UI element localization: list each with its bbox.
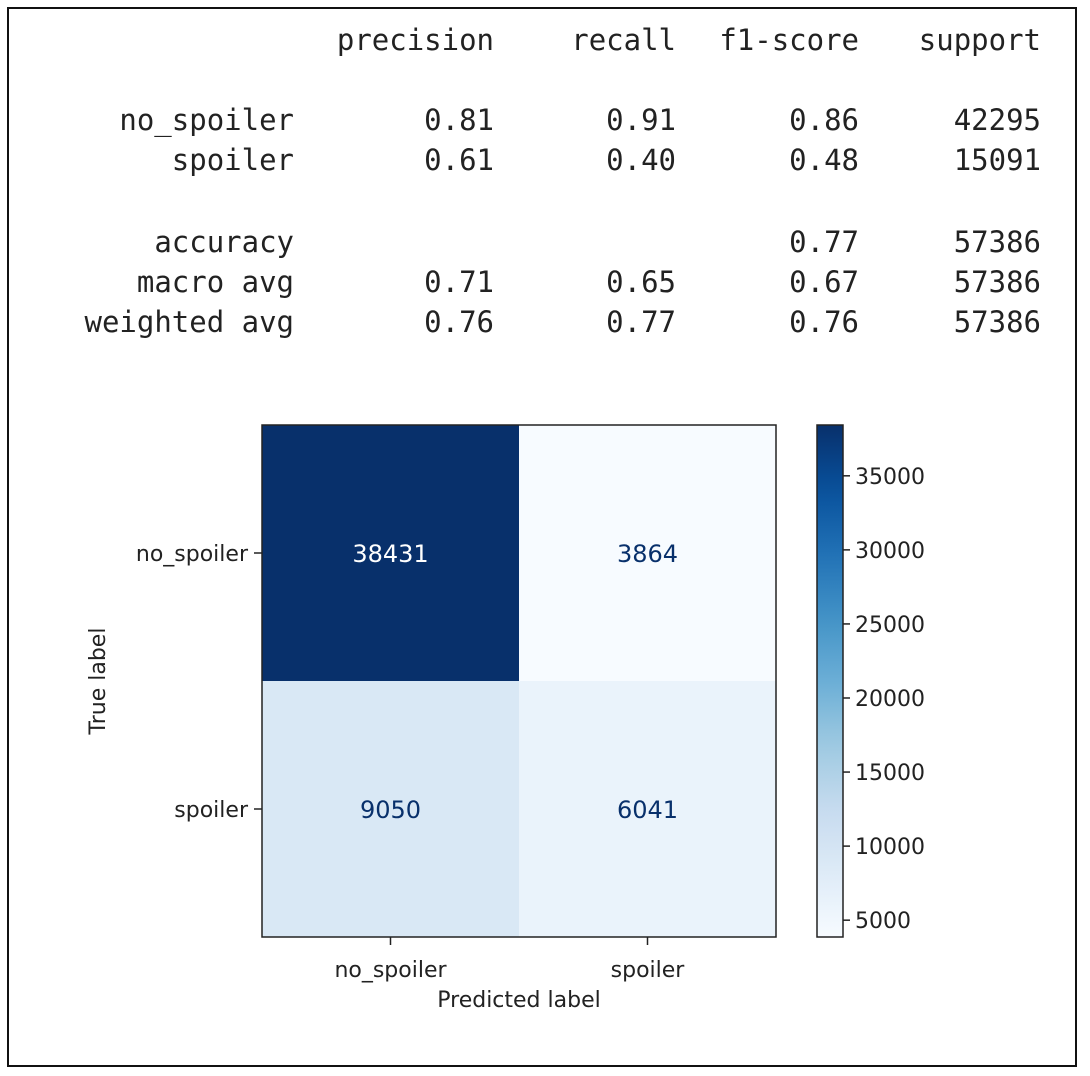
- report-value: 57386: [953, 265, 1041, 299]
- colorbar-tick-label: 10000: [855, 835, 925, 860]
- cell-value-label: 38431: [352, 540, 428, 568]
- report-row-label: accuracy: [154, 225, 294, 259]
- report-header: recall: [571, 23, 676, 57]
- cell-value-label: 6041: [617, 796, 678, 824]
- report-value: 57386: [953, 305, 1041, 339]
- report-value: 0.48: [789, 143, 859, 177]
- report-header: f1-score: [719, 23, 859, 57]
- classification-report: precision recall f1-score support no_spoiler…: [9, 9, 1079, 369]
- report-value: 0.61: [424, 143, 494, 177]
- report-value: 0.86: [789, 103, 859, 137]
- report-row-label: no_spoiler: [119, 103, 294, 137]
- colorbar-tick-label: 20000: [855, 687, 925, 712]
- report-header: support: [918, 23, 1041, 57]
- colorbar-tick-label: 15000: [855, 761, 925, 786]
- report-row-label: spoiler: [171, 143, 294, 177]
- heatmap-cell: [519, 681, 776, 937]
- report-row-label: weighted avg: [84, 305, 294, 339]
- heatmap-cell: [262, 425, 519, 681]
- cell-value-label: 9050: [360, 796, 421, 824]
- colorbar-tick-label: 30000: [855, 539, 925, 564]
- report-value: 0.67: [789, 265, 859, 299]
- report-value: 0.76: [424, 305, 494, 339]
- report-value: 0.65: [606, 265, 676, 299]
- cell-value-label: 3864: [617, 540, 678, 568]
- report-value: 0.77: [606, 305, 676, 339]
- y-axis-label: True label: [86, 628, 111, 736]
- report-header: precision: [336, 23, 494, 57]
- report-value: 0.91: [606, 103, 676, 137]
- report-value: 0.71: [424, 265, 494, 299]
- report-value: 0.76: [789, 305, 859, 339]
- report-value: 0.40: [606, 143, 676, 177]
- report-row-label: macro avg: [136, 265, 294, 299]
- x-tick-label: spoiler: [611, 958, 686, 983]
- colorbar-tick-label: 25000: [855, 613, 925, 638]
- figure-frame: precision recall f1-score support no_spoiler…: [7, 7, 1077, 1067]
- report-value: 0.81: [424, 103, 494, 137]
- report-value: 0.77: [789, 225, 859, 259]
- heatmap-cell: [519, 425, 776, 681]
- plot-frame: [261, 424, 777, 938]
- x-axis-label: Predicted label: [437, 988, 600, 1013]
- heatmap-cell: [262, 681, 519, 937]
- colorbar-tick-label: 5000: [855, 909, 911, 934]
- report-value: 57386: [953, 225, 1041, 259]
- x-tick-label: no_spoiler: [334, 958, 447, 983]
- report-value: 15091: [953, 143, 1041, 177]
- colorbar-tick-label: 35000: [855, 465, 925, 490]
- colorbar: [816, 424, 844, 938]
- y-tick-label: spoiler: [174, 798, 249, 823]
- report-value: 42295: [953, 103, 1041, 137]
- y-tick-label: no_spoiler: [136, 542, 249, 567]
